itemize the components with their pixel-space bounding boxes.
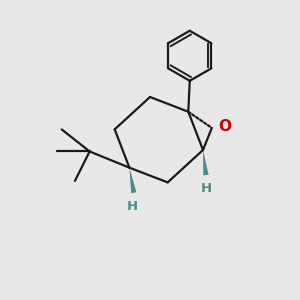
- Text: O: O: [218, 119, 231, 134]
- Text: H: H: [127, 200, 138, 213]
- Text: H: H: [200, 182, 211, 195]
- Polygon shape: [129, 168, 137, 193]
- Polygon shape: [203, 150, 208, 175]
